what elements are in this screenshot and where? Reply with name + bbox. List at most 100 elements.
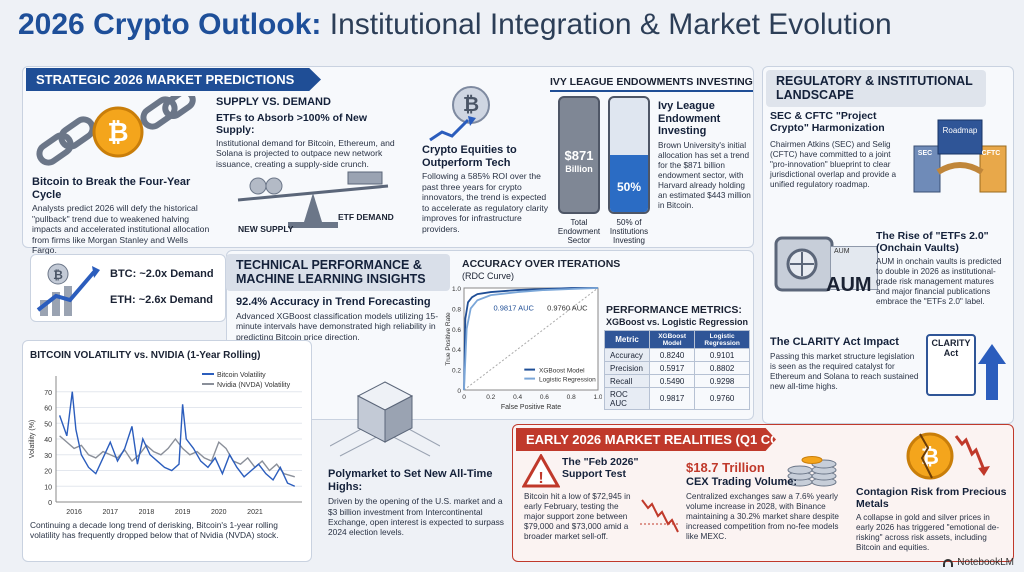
label-new-supply: NEW SUPPLY	[238, 224, 294, 234]
clarity-body: Passing this market structure legislatio…	[770, 351, 919, 391]
realities-ribbon: EARLY 2026 MARKET REALITIES (Q1 CONTEXT)	[516, 428, 776, 451]
equities-body: Following a 585% ROI over the past three…	[422, 171, 549, 234]
harmonization-heading: SEC & CFTC "Project Crypto" Harmonizatio…	[770, 110, 885, 135]
y-tick-label: 0.8	[452, 306, 461, 313]
metric-lr: 0.9298	[694, 374, 750, 388]
x-tick-label: 0.4	[513, 394, 522, 401]
notebooklm-icon	[943, 558, 954, 567]
metrics-subtitle: XGBoost vs. Logistic Regression	[606, 317, 749, 327]
clarity-block: The CLARITY Act Impact Passing this mark…	[770, 336, 920, 392]
ivy-bar-pct-label: 50% of Institutions Investing	[609, 218, 649, 246]
polymarket-heading: Polymarket to Set New All-Time Highs:	[328, 468, 493, 493]
metric-name: Precision	[604, 361, 650, 375]
metric-lr: 0.8802	[694, 361, 750, 375]
metrics-header: XGBoost Model	[648, 330, 696, 349]
metric-lr: 0.9101	[694, 348, 750, 362]
ivy-bar-pct-fill	[610, 155, 648, 212]
auc-label: 0.9760 AUC	[547, 303, 588, 312]
series-line	[58, 391, 296, 487]
legend-label: XGBoost Model	[539, 368, 585, 375]
regulatory-ribbon: REGULATORY & INSTITUTIONAL LANDSCAPE	[766, 70, 986, 107]
accuracy-body: Advanced XGBoost classification models u…	[236, 310, 439, 342]
etfs2-block: The Rise of "ETFs 2.0" (Onchain Vaults) …	[876, 230, 1008, 307]
y-tick-label: 10	[44, 484, 52, 491]
up-arrow-icon	[978, 344, 1006, 400]
etfs2-heading: The Rise of "ETFs 2.0" (Onchain Vaults)	[876, 230, 989, 255]
diagonal-reference	[463, 287, 599, 391]
legend-label: Logistic Regression	[539, 377, 596, 384]
y-tick-label: 50	[44, 421, 52, 428]
metrics-table: Metric XGBoost Model Logistic Regression…	[604, 330, 750, 410]
support-heading-box: The "Feb 2026" Support Test	[562, 456, 670, 480]
technical-ribbon-text: TECHNICAL PERFORMANCE & MACHINE LEARNING…	[236, 258, 426, 287]
y-tick-label: 60	[44, 406, 52, 413]
x-tick-label: 0.8	[567, 394, 576, 401]
table-row: ROC AUC 0.9817 0.9760	[604, 387, 750, 410]
metric-name: Recall	[604, 374, 650, 388]
equities-heading: Crypto Equities to Outperform Tech	[422, 144, 517, 169]
contagion-body: A collapse in gold and silver prices in …	[856, 513, 1000, 553]
ivy-bar-total-unit: Billion	[565, 164, 593, 174]
y-axis-label: True Positive Rate	[445, 312, 452, 366]
x-tick-label: 0	[462, 394, 466, 401]
series-line	[59, 435, 295, 478]
supply-heading: SUPPLY VS. DEMAND	[216, 96, 331, 108]
page-title: 2026 Crypto Outlook: Institutional Integ…	[18, 8, 892, 42]
y-tick-label: 30	[44, 453, 52, 460]
polymarket-body: Driven by the opening of the U.S. market…	[328, 496, 504, 538]
title-rest: Institutional Integration & Market Evolu…	[329, 8, 892, 41]
svg-text:!: !	[538, 470, 543, 487]
warning-icon: !	[522, 454, 560, 488]
demand-btc: BTC: ~2.0x Demand	[110, 268, 214, 280]
notebooklm-label: NotebookLM	[957, 557, 1014, 568]
y-tick-label: 0	[48, 500, 52, 507]
aum-graphic	[830, 246, 878, 290]
metric-xgb: 0.5490	[648, 374, 696, 388]
contagion-heading: Contagion Risk from Precious Metals	[856, 486, 1007, 511]
table-row: Accuracy 0.8240 0.9101	[604, 348, 750, 362]
y-tick-label: 0.2	[452, 368, 461, 375]
table-row: Recall 0.5490 0.9298	[604, 374, 750, 388]
accuracy-heading: 92.4% Accuracy in Trend Forecasting	[236, 296, 431, 308]
y-tick-label: 70	[44, 390, 52, 397]
metric-lr: 0.9760	[694, 387, 750, 410]
handshake-pillars-icon	[913, 119, 1007, 193]
metric-name: Accuracy	[604, 348, 650, 362]
volatility-caption: Continuing a decade long trend of derisk…	[30, 520, 279, 541]
clarity-heading: The CLARITY Act Impact	[770, 336, 899, 348]
y-tick-label: 0.4	[452, 347, 461, 354]
x-tick-label: 0.2	[486, 394, 495, 401]
polymarket-block: Polymarket to Set New All-Time Highs: Dr…	[328, 468, 514, 537]
support-heading: The "Feb 2026" Support Test	[562, 456, 639, 481]
clarity-doc-label: CLARITY Act	[931, 338, 971, 358]
metrics-header: Metric	[604, 330, 650, 349]
volatility-panel	[22, 340, 312, 562]
ivy-bar-pct-value: 50%	[616, 180, 642, 194]
metric-name: ROC AUC	[604, 387, 650, 410]
cracked-coin-icon: ₿	[906, 432, 990, 480]
cftc-label: CFTC	[981, 150, 1001, 157]
x-tick-label: 2017	[102, 509, 118, 516]
cex-body: Centralized exchanges saw a 7.6% yearly …	[686, 491, 839, 541]
scale-icon	[237, 171, 389, 228]
volatility-chart: 0 10 20 30 40 50 60 70 2016 2017 2018 2019 2020 2021 V…	[29, 372, 302, 516]
ivy-block: Ivy League Endowment Investing Brown Uni…	[658, 100, 752, 211]
ivy-body: Brown University's initial allocation ha…	[658, 140, 751, 210]
y-axis-label: Volatility (%)	[29, 420, 36, 459]
x-tick-label: 2021	[247, 509, 263, 516]
table-row: Precision 0.5917 0.8802	[604, 361, 750, 375]
technical-ribbon: TECHNICAL PERFORMANCE & MACHINE LEARNING…	[226, 254, 450, 291]
x-tick-label: 2016	[66, 509, 82, 516]
ivy-bar-pct-track	[608, 96, 650, 214]
label-etf-demand: ETF DEMAND	[338, 212, 394, 222]
legend-label: Nvidia (NVDA) Volatility	[217, 382, 291, 389]
equities-block: Crypto Equities to Outperform Tech Follo…	[422, 144, 552, 234]
contagion-block: Contagion Risk from Precious Metals A co…	[856, 486, 1008, 553]
demand-chart-icon: ₿	[36, 263, 100, 316]
roc-curve	[463, 287, 599, 391]
coin-stack-icon	[787, 456, 837, 487]
ivy-bar-total-value: $871	[564, 148, 594, 163]
aum-label: AUM	[826, 274, 872, 296]
roc-title: ACCURACY OVER ITERATIONS	[462, 258, 621, 270]
cex-block: CEX Trading Volume: Centralized exchange…	[686, 476, 846, 542]
